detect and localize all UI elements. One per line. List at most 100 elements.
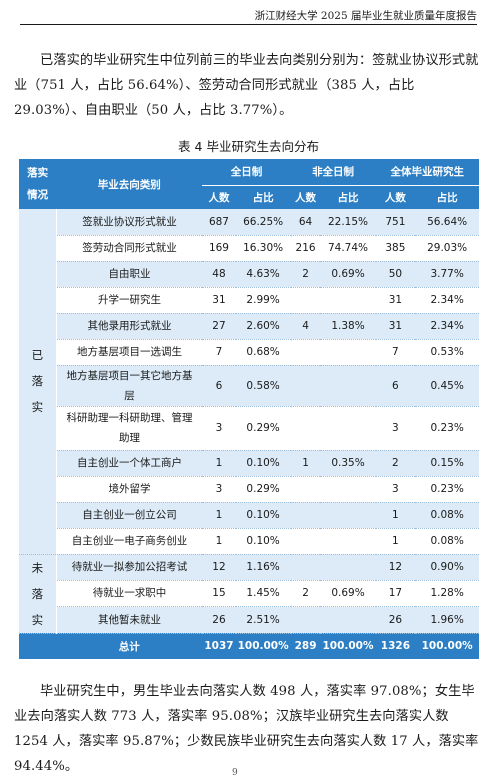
table-row: 科研助理一科研助理、管理助理 3 0.29% 3 0.23%: [19, 406, 479, 451]
header-category: 毕业去向类别: [56, 159, 203, 209]
table-row: 自主创业一创立公司 1 0.10% 1 0.08%: [19, 502, 479, 529]
pt-count-cell: 2: [290, 580, 321, 608]
all-count-cell: 385: [375, 235, 416, 262]
ft-ratio-cell: 2.51%: [235, 606, 291, 634]
pt-ratio-cell: [320, 287, 376, 314]
all-count-cell: 3: [375, 476, 416, 503]
pt-ratio-cell: [320, 606, 376, 634]
pt-ratio-cell: 1.38%: [320, 313, 376, 340]
ft-ratio-cell: 0.58%: [235, 365, 291, 407]
header-parttime: 非全日制: [290, 159, 376, 186]
header-status: 落实 情况: [19, 159, 57, 209]
pt-ratio-cell: [320, 406, 376, 451]
category-cell: 地方基层项目一其它地方基层: [56, 365, 203, 407]
ft-count-cell: 1: [202, 502, 236, 529]
total-all-count: 1326: [375, 633, 416, 659]
ft-ratio-cell: 2.60%: [235, 313, 291, 340]
pt-ratio-cell: [320, 476, 376, 503]
ft-ratio-cell: 0.29%: [235, 476, 291, 503]
ft-ratio-cell: 0.10%: [235, 528, 291, 555]
all-count-cell: 31: [375, 287, 416, 314]
ft-ratio-cell: 66.25%: [235, 209, 291, 236]
all-count-cell: 26: [375, 606, 416, 634]
page-number: 9: [232, 768, 238, 776]
ft-ratio-cell: 0.29%: [235, 406, 291, 451]
ft-ratio-cell: 1.45%: [235, 580, 291, 608]
ft-count-cell: 31: [202, 287, 236, 314]
ft-ratio-cell: 2.99%: [235, 287, 291, 314]
ft-count-cell: 169: [202, 235, 236, 262]
category-cell: 地方基层项目一选调生: [56, 339, 203, 366]
table-row: 其他录用形式就业 27 2.60% 4 1.38% 31 2.34%: [19, 313, 479, 340]
pt-count-cell: [290, 476, 321, 503]
category-cell: 自主创业一电子商务创业: [56, 528, 203, 555]
header-fulltime: 全日制: [202, 159, 291, 186]
total-ft-count: 1037: [202, 633, 236, 659]
pt-count-cell: 4: [290, 313, 321, 340]
ft-count-cell: 1: [202, 528, 236, 555]
table-body: 已 落 实签就业协议形式就业 687 66.25% 64 22.15% 751 56.64%…: [19, 209, 479, 634]
all-count-cell: 751: [375, 209, 416, 236]
all-count-cell: 1: [375, 528, 416, 555]
category-cell: 自主创业一创立公司: [56, 502, 203, 529]
table-row: 升学一研究生 31 2.99% 31 2.34%: [19, 287, 479, 314]
table-row: 其他暂未就业 26 2.51% 26 1.96%: [19, 606, 479, 634]
ft-count-cell: 6: [202, 365, 236, 407]
pt-count-cell: 1: [290, 450, 321, 477]
header-ratio: 占比: [320, 185, 376, 209]
category-cell: 签劳动合同形式就业: [56, 235, 203, 262]
category-cell: 境外留学: [56, 476, 203, 503]
category-cell: 待就业一求职中: [56, 580, 203, 608]
ft-ratio-cell: 4.63%: [235, 261, 291, 288]
pt-count-cell: [290, 339, 321, 366]
pt-count-cell: [290, 406, 321, 451]
report-title: 浙江财经大学 2025 届毕业生就业质量年度报告: [254, 10, 477, 22]
pt-count-cell: [290, 554, 321, 581]
pt-ratio-cell: 0.69%: [320, 261, 376, 288]
header-ratio: 占比: [415, 185, 479, 209]
category-cell: 待就业一拟参加公招考试: [56, 554, 203, 581]
pt-count-cell: [290, 287, 321, 314]
page-header: 浙江财经大学 2025 届毕业生就业质量年度报告: [20, 3, 477, 25]
table-row: 自由职业 48 4.63% 2 0.69% 50 3.77%: [19, 261, 479, 288]
category-cell: 自主创业一个体工商户: [56, 450, 203, 477]
header-all: 全体毕业研究生: [375, 159, 479, 186]
pt-count-cell: [290, 365, 321, 407]
destination-table: 落实 情况 毕业去向类别 全日制 非全日制 全体毕业研究生 人数 占比 人数 占…: [19, 159, 479, 659]
ft-count-cell: 3: [202, 406, 236, 451]
all-ratio-cell: 2.34%: [415, 287, 479, 314]
total-all-ratio: 100.00%: [415, 633, 479, 659]
ft-count-cell: 687: [202, 209, 236, 236]
ft-ratio-cell: 0.68%: [235, 339, 291, 366]
pt-ratio-cell: 74.74%: [320, 235, 376, 262]
pt-count-cell: [290, 502, 321, 529]
category-cell: 升学一研究生: [56, 287, 203, 314]
all-ratio-cell: 0.90%: [415, 554, 479, 581]
all-count-cell: 17: [375, 580, 416, 608]
all-ratio-cell: 1.96%: [415, 606, 479, 634]
total-ft-ratio: 100.00%: [235, 633, 291, 659]
all-ratio-cell: 29.03%: [415, 235, 479, 262]
ft-count-cell: 26: [202, 606, 236, 634]
category-cell: 签就业协议形式就业: [56, 209, 203, 236]
all-ratio-cell: 2.34%: [415, 313, 479, 340]
header-count: 人数: [375, 185, 416, 209]
table-row: 已 落 实签就业协议形式就业 687 66.25% 64 22.15% 751 56.64%: [19, 209, 479, 555]
table-row: 待就业一求职中 15 1.45% 2 0.69% 17 1.28%: [19, 580, 479, 608]
pt-count-cell: 216: [290, 235, 321, 262]
ft-count-cell: 27: [202, 313, 236, 340]
total-row: 总计 1037 100.00% 289 100.00% 1326 100.00%: [19, 633, 479, 659]
category-cell: 科研助理一科研助理、管理助理: [56, 406, 203, 451]
total-label: 总计: [56, 633, 203, 659]
all-count-cell: 31: [375, 313, 416, 340]
table-row: 自主创业一电子商务创业 1 0.10% 1 0.08%: [19, 528, 479, 555]
pt-ratio-cell: [320, 554, 376, 581]
category-cell: 自由职业: [56, 261, 203, 288]
all-ratio-cell: 0.15%: [415, 450, 479, 477]
all-ratio-cell: 56.64%: [415, 209, 479, 236]
category-cell: 其他录用形式就业: [56, 313, 203, 340]
pt-count-cell: [290, 606, 321, 634]
category-cell: 其他暂未就业: [56, 606, 203, 634]
table-row: 地方基层项目一其它地方基层 6 0.58% 6 0.45%: [19, 365, 479, 407]
all-ratio-cell: 0.53%: [415, 339, 479, 366]
